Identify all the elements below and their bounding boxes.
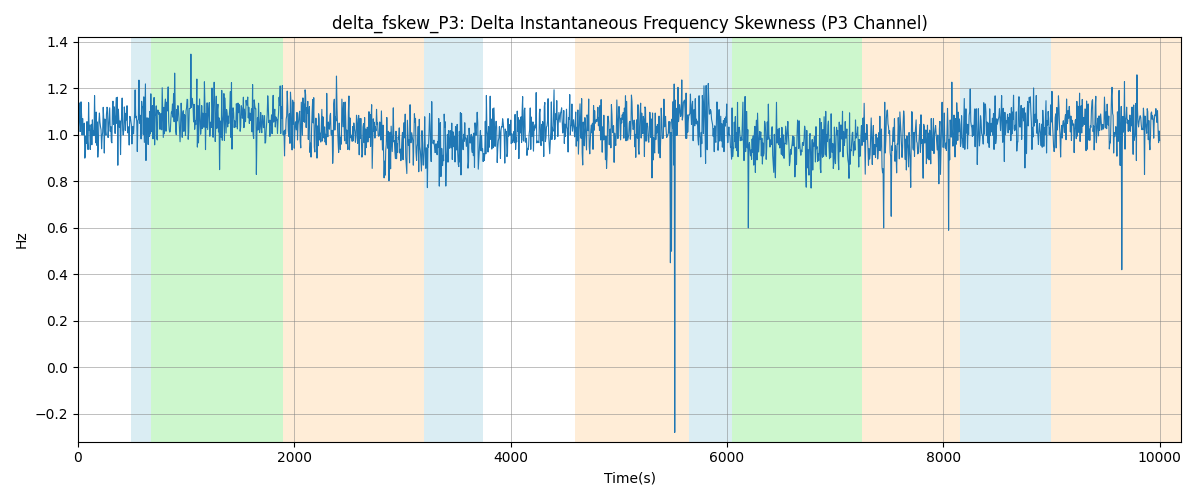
Bar [862,38,960,442]
Title: delta_fskew_P3: Delta Instantaneous Frequency Skewness (P3 Channel): delta_fskew_P3: Delta Instantaneous Freq… [331,15,928,34]
Bar [151,38,283,442]
Bar [424,38,484,442]
Bar [1051,38,1181,442]
Y-axis label: Hz: Hz [14,230,29,248]
X-axis label: Time(s): Time(s) [604,471,655,485]
Bar [131,38,151,442]
Bar [960,38,1051,442]
Bar [283,38,424,442]
Bar [689,38,732,442]
Bar [576,38,689,442]
Bar [732,38,862,442]
